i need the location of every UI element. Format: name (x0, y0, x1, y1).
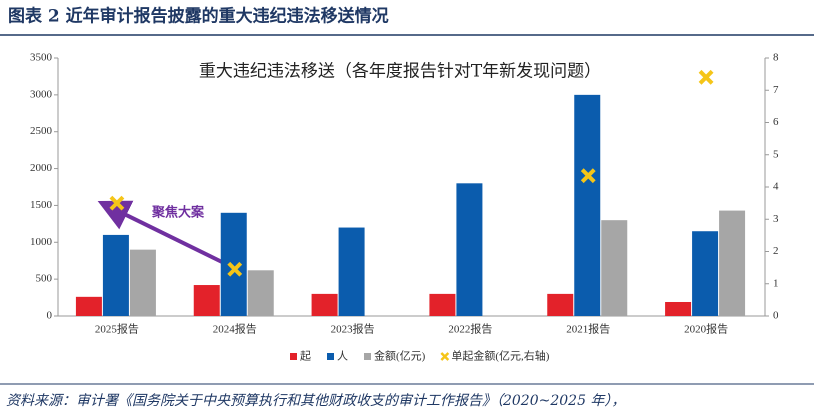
y2-tick-label: 5 (773, 148, 779, 160)
y2-tick-label: 3 (773, 213, 779, 225)
y-tick-label: 3000 (30, 88, 53, 100)
chart-title: 重大违纪违法移送（各年度报告针对T年新发现问题） (199, 62, 601, 82)
x-tick-label: 2023报告 (331, 322, 375, 336)
y-tick-label: 1500 (30, 199, 53, 211)
legend-label: 单起金额(亿元,右轴) (451, 349, 549, 363)
bar (247, 270, 274, 316)
bar (193, 285, 220, 316)
bar (311, 293, 338, 316)
y2-tick-label: 4 (773, 181, 779, 193)
y2-tick-label: 6 (773, 116, 779, 128)
x-tick-label: 2022报告 (448, 322, 492, 336)
source-note: 资料来源：审计署《国务院关于中央预算执行和其他财政收支的审计工作报告》（2020… (6, 393, 625, 409)
bar (547, 293, 574, 316)
legend-label: 人 (337, 350, 348, 363)
y2-tick-label: 7 (773, 84, 779, 96)
y2-tick-label: 2 (773, 245, 779, 257)
y-tick-label: 2000 (30, 162, 53, 174)
annotation: 聚焦大案 (151, 205, 205, 221)
y-tick-label: 0 (47, 310, 53, 322)
bar (719, 210, 746, 316)
legend-swatch (364, 353, 371, 360)
legend-label: 起 (300, 350, 311, 363)
legend-swatch (290, 353, 297, 360)
legend-label: 金额(亿元) (374, 349, 426, 363)
bar (574, 94, 601, 316)
bar (456, 183, 483, 316)
x-tick-label: 2020报告 (684, 322, 728, 336)
bar (429, 293, 456, 316)
bar (338, 227, 365, 316)
y-tick-label: 500 (36, 273, 53, 285)
marker-x (109, 195, 125, 211)
x-tick-label: 2025报告 (95, 322, 139, 336)
x-tick-label: 2024报告 (213, 322, 257, 336)
bar (75, 296, 102, 316)
bar (102, 234, 129, 316)
y-tick-label: 1000 (30, 236, 53, 248)
bar (601, 220, 628, 316)
y-tick-label: 3500 (30, 52, 53, 64)
bar (129, 249, 156, 316)
marker-x (580, 168, 596, 184)
y2-tick-label: 1 (773, 277, 779, 289)
bar (220, 212, 247, 316)
header-title: 图表 2 近年审计报告披露的重大违纪违法移送情况 (8, 6, 389, 27)
y2-tick-label: 8 (773, 52, 779, 64)
x-tick-label: 2021报告 (566, 322, 610, 336)
legend-swatch (440, 352, 450, 361)
marker-x (227, 261, 243, 277)
bar (692, 231, 719, 316)
y-tick-label: 2500 (30, 125, 53, 137)
annotation-arrow (97, 200, 223, 264)
bar (665, 301, 692, 316)
legend-swatch (327, 353, 334, 360)
marker-x (698, 69, 714, 85)
y2-tick-label: 0 (773, 310, 779, 322)
